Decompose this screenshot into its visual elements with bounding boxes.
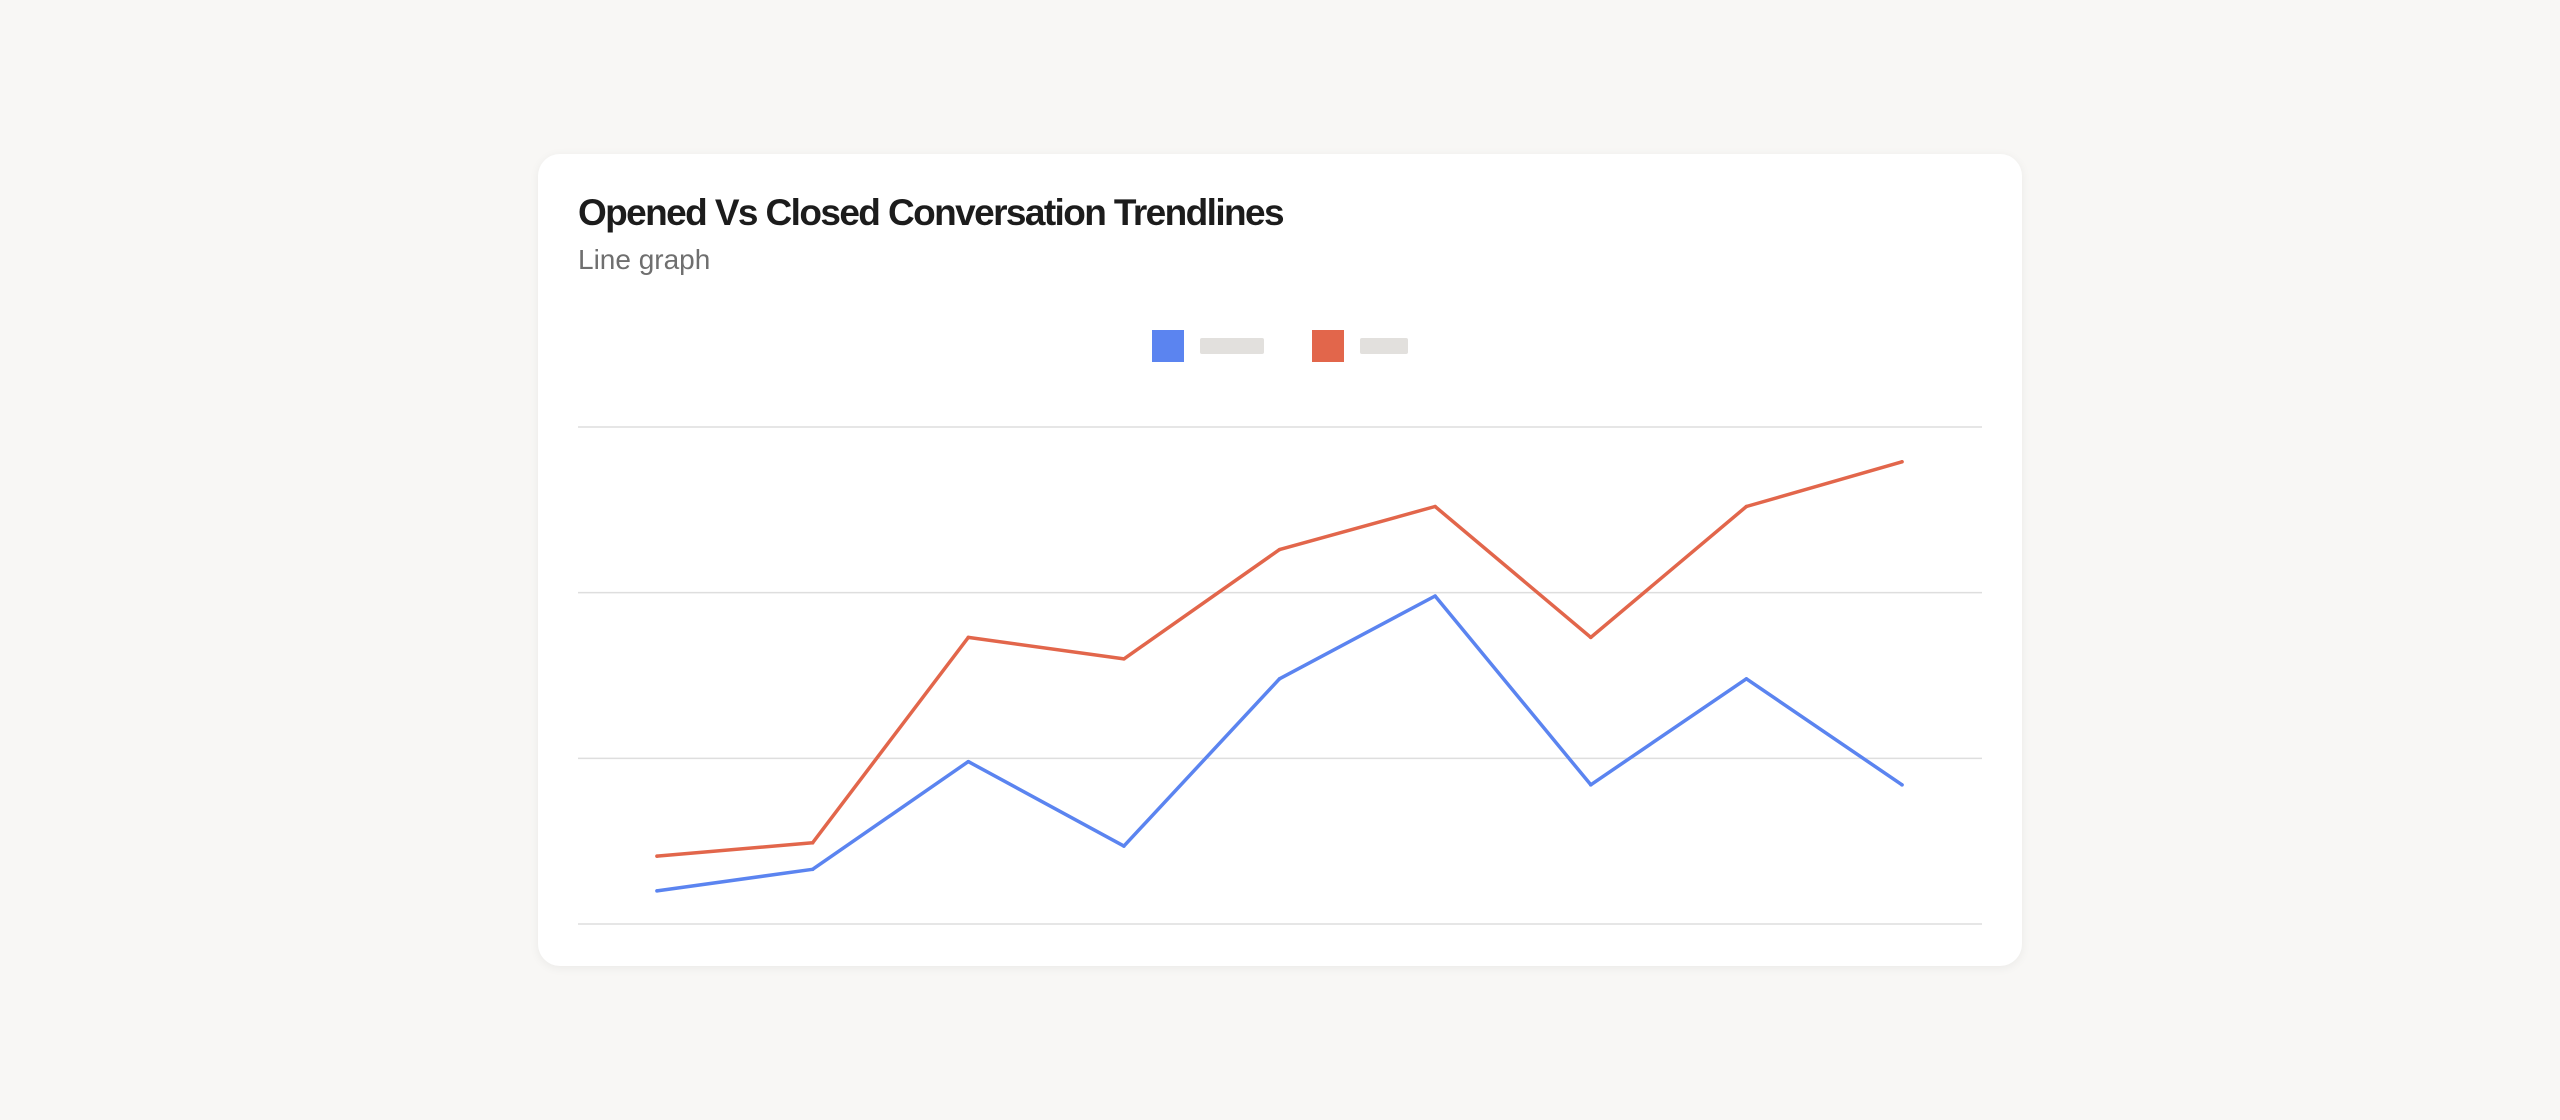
data-point xyxy=(1900,460,1904,464)
chart-title: Opened Vs Closed Conversation Trendlines xyxy=(578,192,1285,233)
chart-card: Opened Vs Closed Conversation Trendlines… xyxy=(538,154,2022,966)
data-point xyxy=(1589,635,1593,640)
legend-label-placeholder xyxy=(1200,338,1264,354)
data-point xyxy=(1122,657,1126,661)
data-point xyxy=(1277,677,1282,681)
data-point xyxy=(1900,783,1904,787)
data-point xyxy=(966,759,970,764)
data-point xyxy=(1122,844,1126,848)
data-point xyxy=(1744,677,1749,681)
data-point xyxy=(1277,547,1282,552)
data-point xyxy=(966,635,970,640)
data-point xyxy=(1589,783,1593,787)
series-line xyxy=(655,460,1904,858)
legend-swatch xyxy=(1152,330,1184,362)
legend-swatch xyxy=(1312,330,1344,362)
data-point xyxy=(655,854,659,858)
data-point xyxy=(655,889,659,893)
line-chart xyxy=(578,330,1982,925)
data-point xyxy=(1744,504,1749,509)
series-line xyxy=(655,594,1904,893)
data-point xyxy=(810,841,815,845)
data-point xyxy=(1433,594,1437,598)
legend-label-placeholder xyxy=(1360,338,1408,354)
data-point xyxy=(810,867,815,872)
data-point xyxy=(1433,504,1437,509)
chart-subtitle: Line graph xyxy=(578,244,711,275)
